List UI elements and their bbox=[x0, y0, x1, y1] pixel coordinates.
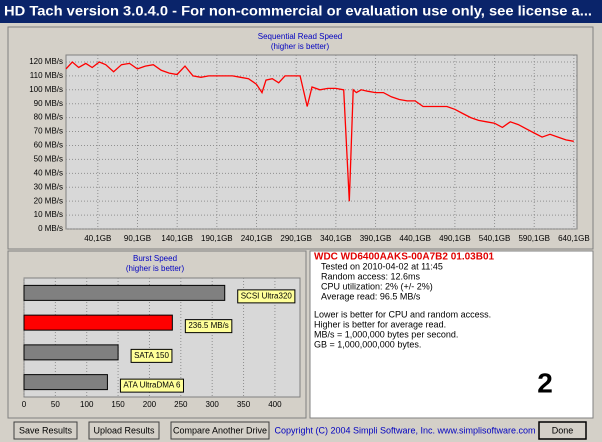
drive-name: WDC WD6400AAKS-00A7B2 01.03B01 bbox=[314, 252, 495, 263]
save-button[interactable]: Save Results bbox=[13, 421, 78, 440]
x-tick-label: 90,1GB bbox=[124, 234, 151, 243]
y-tick-label: 120 MB/s bbox=[29, 57, 63, 66]
y-tick-label: 80 MB/s bbox=[34, 113, 63, 122]
y-tick-label: 110 MB/s bbox=[30, 71, 63, 80]
badge: 2 bbox=[537, 367, 553, 398]
x-tick-label: 440,1GB bbox=[399, 234, 431, 243]
bar bbox=[23, 314, 173, 331]
title-bar bbox=[0, 0, 602, 23]
bar bbox=[23, 284, 226, 301]
burst-subtitle: (higher is better) bbox=[126, 264, 185, 273]
label-box bbox=[130, 348, 173, 363]
x-tick-label: 140,1GB bbox=[161, 234, 193, 243]
label-box bbox=[237, 289, 296, 304]
bar-label-text: SCSI Ultra320 bbox=[241, 291, 293, 300]
x-tick-label: 400 bbox=[268, 400, 282, 409]
y-tick-label: 20 MB/s bbox=[34, 196, 63, 205]
x-tick-label: 0 bbox=[22, 400, 27, 409]
x-tick-label: 250 bbox=[174, 400, 188, 409]
result-line: Random access: 12.6ms bbox=[321, 271, 421, 281]
bar-label: SCSI Ultra320 bbox=[237, 289, 296, 304]
y-tick-label: 30 MB/s bbox=[34, 182, 63, 191]
y-tick-label: 50 MB/s bbox=[34, 155, 63, 164]
x-tick-label: 350 bbox=[237, 400, 251, 409]
result-line: Average read: 96.5 MB/s bbox=[321, 291, 421, 301]
copyright[interactable]: Copyright (C) 2004 Simpli Software, Inc.… bbox=[274, 425, 535, 435]
x-tick-label: 150 bbox=[111, 400, 125, 409]
bar-label: SATA 150 bbox=[130, 348, 173, 363]
x-tick-label: 200 bbox=[143, 400, 157, 409]
read-plot-area bbox=[65, 54, 578, 230]
window-title: HD Tach version 3.0.4.0 - For non-commer… bbox=[4, 3, 592, 19]
done-button[interactable]: Done bbox=[538, 421, 587, 440]
result-line: Tested on 2010-04-02 at 11:45 bbox=[321, 261, 443, 271]
button-label[interactable]: Save Results bbox=[19, 425, 73, 435]
bar-label-text: ATA UltraDMA 6 bbox=[123, 381, 181, 390]
x-tick-label: 540,1GB bbox=[479, 234, 511, 243]
bar-label: 236.5 MB/s bbox=[184, 319, 233, 334]
compare-button[interactable]: Compare Another Drive bbox=[170, 421, 270, 440]
upload-button[interactable]: Upload Results bbox=[88, 421, 160, 440]
x-tick-label: 240,1GB bbox=[241, 234, 273, 243]
bar-label: ATA UltraDMA 6 bbox=[119, 378, 184, 393]
y-tick-label: 70 MB/s bbox=[34, 127, 63, 136]
note-line: GB = 1,000,000,000 bytes. bbox=[314, 339, 421, 349]
button-label[interactable]: Upload Results bbox=[93, 425, 155, 435]
x-tick-label: 640,1GB bbox=[558, 234, 590, 243]
bar bbox=[23, 344, 119, 361]
result-line: CPU utilization: 2% (+/- 2%) bbox=[321, 281, 433, 291]
note-line: Lower is better for CPU and random acces… bbox=[314, 309, 491, 319]
read-title: Sequential Read Speed bbox=[258, 32, 343, 41]
y-tick-label: 60 MB/s bbox=[34, 141, 63, 150]
bar bbox=[23, 374, 108, 391]
note-line: Higher is better for average read. bbox=[314, 319, 446, 329]
x-tick-label: 390,1GB bbox=[360, 234, 392, 243]
x-tick-label: 190,1GB bbox=[201, 234, 233, 243]
note-line: MB/s = 1,000,000 bytes per second. bbox=[314, 329, 458, 339]
x-tick-label: 300 bbox=[206, 400, 220, 409]
y-tick-label: 10 MB/s bbox=[34, 210, 63, 219]
x-tick-label: 100 bbox=[80, 400, 94, 409]
y-tick-label: 90 MB/s bbox=[34, 99, 63, 108]
x-tick-label: 290,1GB bbox=[280, 234, 312, 243]
burst-title: Burst Speed bbox=[133, 254, 177, 263]
label-box bbox=[119, 378, 184, 393]
y-tick-label: 40 MB/s bbox=[34, 168, 63, 177]
x-tick-label: 490,1GB bbox=[439, 234, 471, 243]
bar-label-text: SATA 150 bbox=[134, 351, 169, 360]
y-tick-label: 100 MB/s bbox=[29, 85, 63, 94]
x-tick-label: 40,1GB bbox=[84, 234, 111, 243]
y-tick-label: 0 MB/s bbox=[38, 224, 63, 233]
button-label[interactable]: Compare Another Drive bbox=[173, 425, 267, 435]
x-tick-label: 340,1GB bbox=[320, 234, 352, 243]
read-speed-line bbox=[65, 61, 574, 202]
bar-label-text: 236.5 MB/s bbox=[188, 321, 228, 330]
read-subtitle: (higher is better) bbox=[271, 42, 330, 51]
label-box bbox=[184, 319, 233, 334]
button-label[interactable]: Done bbox=[552, 425, 574, 435]
info-panel bbox=[309, 250, 594, 419]
x-tick-label: 590,1GB bbox=[518, 234, 550, 243]
x-tick-label: 50 bbox=[51, 400, 60, 409]
